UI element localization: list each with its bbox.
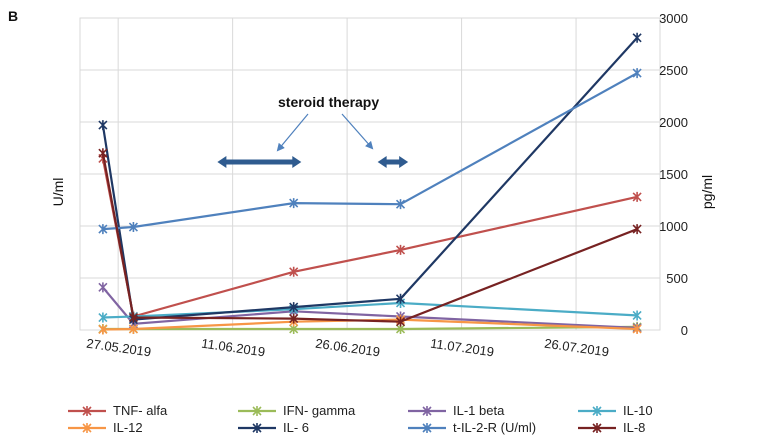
legend-label: IL-8 [623, 420, 645, 435]
x-tick-label: 11.07.2019 [429, 336, 495, 360]
therapy-period-arrow [377, 156, 409, 168]
y-axis-left-title: U/ml [50, 178, 66, 207]
legend-label: IL-1 beta [453, 403, 505, 418]
data-point [128, 312, 138, 323]
legend-item: t-IL-2-R (U/ml) [408, 420, 536, 435]
annotation-arrow-1 [276, 113, 309, 152]
legend-item: IL-12 [68, 420, 143, 435]
legend-label: IL- 6 [283, 420, 309, 435]
legend-item: IL-1 beta [408, 403, 505, 418]
series-il-6 [98, 32, 642, 325]
series-il-8 [98, 148, 642, 327]
legend-item: IL-8 [578, 420, 645, 435]
data-point [395, 316, 406, 327]
series-tnf-alfa [98, 153, 642, 322]
data-point [98, 224, 108, 235]
y-tick-label: 1000 [659, 219, 688, 234]
series-layer [98, 32, 642, 335]
y-tick-label: 3000 [659, 11, 688, 26]
legend-item: IL- 6 [238, 420, 309, 435]
data-point [395, 293, 406, 304]
data-point [632, 310, 642, 321]
data-point [128, 323, 138, 334]
data-point [632, 68, 642, 79]
legend-item: IL-10 [578, 403, 653, 418]
data-point [128, 222, 138, 233]
y-tick-label: 2000 [659, 115, 688, 130]
legend-label: IFN- gamma [283, 403, 356, 418]
y-axis-right-title: pg/ml [699, 175, 715, 209]
legend-marker [592, 406, 602, 416]
legend-marker [592, 423, 602, 433]
axes: 0 500 1000 1500 2000 2500 3000 27.05.2019 11.06.… [86, 11, 688, 359]
data-point [632, 191, 642, 202]
data-point [98, 312, 108, 323]
x-tick-label: 27.05.2019 [86, 336, 153, 360]
x-tick-label: 26.07.2019 [543, 336, 610, 360]
data-point [289, 266, 299, 277]
data-point [98, 282, 108, 293]
legend-item: IFN- gamma [238, 403, 356, 418]
legend-label: t-IL-2-R (U/ml) [453, 420, 536, 435]
legend-marker [422, 423, 432, 433]
series-line [101, 158, 638, 318]
legend-marker [82, 423, 92, 433]
data-point [632, 32, 642, 43]
data-point [395, 244, 406, 255]
data-point [395, 199, 406, 210]
panel-label: B [8, 8, 18, 24]
data-point [632, 224, 642, 235]
annotation-text: steroid therapy [278, 94, 379, 110]
data-point [289, 313, 299, 324]
y-tick-label: 2500 [659, 63, 688, 78]
y-tick-label: 0 [681, 323, 688, 338]
data-point [632, 323, 642, 334]
grid [79, 17, 661, 331]
legend-marker [82, 406, 92, 416]
legend-marker [252, 406, 262, 416]
therapy-periods [217, 156, 409, 168]
legend-marker [252, 423, 262, 433]
series-t-il-2-r-u-ml- [98, 68, 642, 235]
series-line [101, 152, 638, 323]
data-point [289, 302, 299, 313]
legend-item: TNF- alfa [68, 403, 168, 418]
legend: TNF- alfa IFN- gamma IL-1 beta IL-10 IL-12 IL… [68, 403, 653, 435]
data-point [98, 148, 108, 159]
data-point [98, 120, 108, 131]
series-line [101, 37, 638, 321]
y-tick-label: 500 [666, 271, 688, 286]
legend-marker [422, 406, 432, 416]
data-point [289, 198, 299, 209]
legend-label: TNF- alfa [113, 403, 168, 418]
x-tick-label: 11.06.2019 [200, 336, 266, 360]
legend-label: IL-10 [623, 403, 653, 418]
x-tick-label: 26.06.2019 [314, 336, 381, 360]
data-point [98, 324, 108, 335]
therapy-period-arrow [217, 156, 302, 168]
y-tick-label: 1500 [659, 167, 688, 182]
legend-label: IL-12 [113, 420, 143, 435]
annotation-arrow-2 [341, 113, 374, 150]
